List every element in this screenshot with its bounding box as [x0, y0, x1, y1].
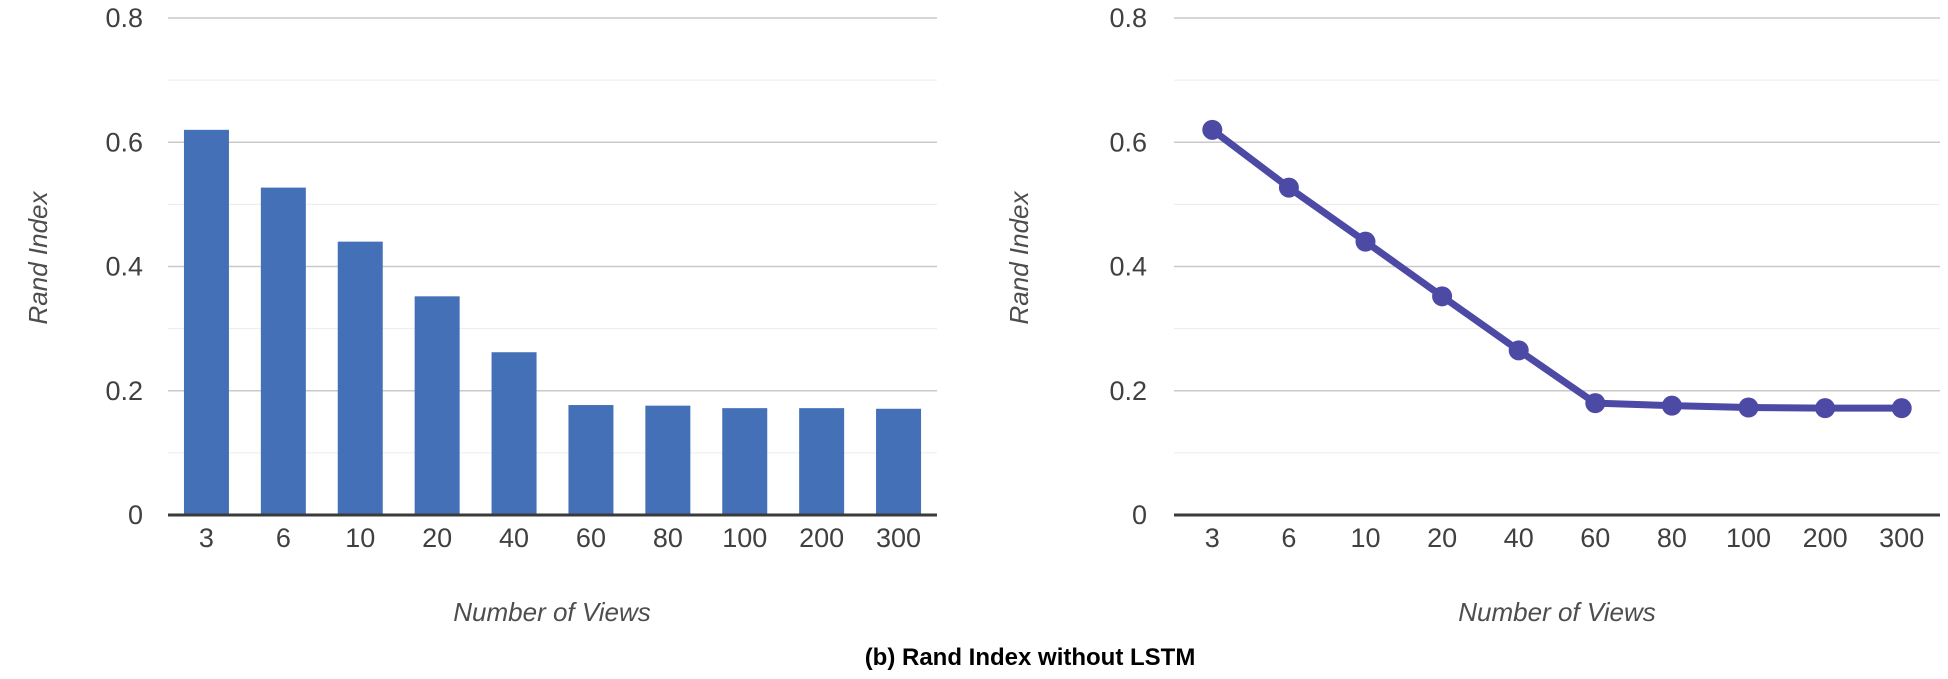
x-tick-label: 200 [1803, 523, 1848, 553]
x-tick-label: 3 [1205, 523, 1220, 553]
left-chart-y-axis-title: Rand Index [23, 191, 53, 325]
x-tick-label: 40 [499, 523, 529, 553]
data-point-marker [1891, 398, 1912, 419]
bar [491, 352, 537, 515]
y-tick-label: 0.4 [1109, 252, 1147, 282]
right-chart-x-axis-title: Number of Views [1458, 597, 1656, 627]
x-tick-label: 60 [576, 523, 606, 553]
x-tick-label: 10 [345, 523, 375, 553]
data-point-marker [1661, 395, 1682, 416]
bar [645, 405, 691, 515]
y-tick-label: 0.2 [1109, 376, 1147, 406]
x-tick-label: 6 [1281, 523, 1296, 553]
y-tick-label: 0.8 [1109, 3, 1147, 33]
x-tick-label: 300 [1879, 523, 1924, 553]
bar [337, 241, 383, 515]
bar [260, 187, 306, 515]
x-tick-label: 100 [722, 523, 767, 553]
bar [414, 296, 460, 515]
x-tick-label: 10 [1350, 523, 1380, 553]
bar [183, 129, 229, 515]
x-tick-label: 3 [199, 523, 214, 553]
data-point-marker [1355, 231, 1376, 252]
y-tick-label: 0.6 [105, 127, 143, 157]
bar [876, 408, 922, 515]
y-tick-label: 0.4 [105, 252, 143, 282]
bar [722, 408, 768, 515]
y-tick-label: 0.8 [105, 3, 143, 33]
right-chart-y-axis-title: Rand Index [1004, 191, 1034, 325]
bar [568, 405, 614, 515]
y-tick-label: 0.2 [105, 376, 143, 406]
left-chart-x-axis-title: Number of Views [453, 597, 651, 627]
bar [799, 408, 845, 515]
x-tick-label: 20 [422, 523, 452, 553]
figure-caption: (b) Rand Index without LSTM [864, 644, 1196, 671]
x-tick-label: 80 [1657, 523, 1687, 553]
data-point-marker [1432, 286, 1453, 307]
x-tick-label: 6 [276, 523, 291, 553]
data-point-marker [1278, 177, 1299, 198]
x-tick-label: 80 [653, 523, 683, 553]
x-tick-label: 200 [799, 523, 844, 553]
y-tick-label: 0 [128, 500, 143, 530]
data-point-marker [1508, 340, 1529, 361]
x-tick-label: 20 [1427, 523, 1457, 553]
x-tick-label: 60 [1580, 523, 1610, 553]
x-tick-label: 300 [876, 523, 921, 553]
data-point-marker [1815, 398, 1836, 419]
x-tick-label: 40 [1504, 523, 1534, 553]
x-tick-label: 100 [1726, 523, 1771, 553]
y-tick-label: 0 [1132, 500, 1147, 530]
line-series [1208, 126, 1906, 412]
data-point-marker [1738, 397, 1759, 418]
y-tick-label: 0.6 [1109, 127, 1147, 157]
data-point-marker [1202, 119, 1223, 140]
data-point-marker [1585, 393, 1606, 414]
